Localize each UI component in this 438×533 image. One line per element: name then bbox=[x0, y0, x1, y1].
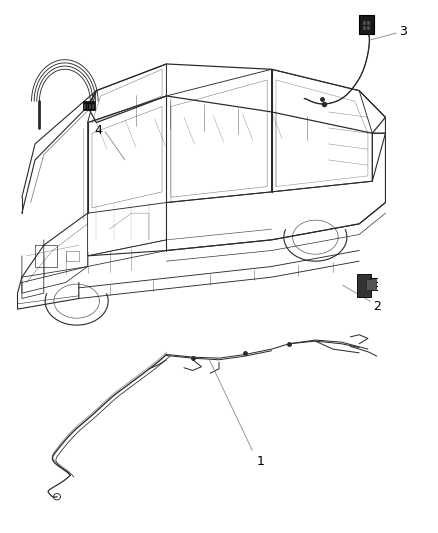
Bar bbox=[363, 26, 366, 30]
Bar bbox=[367, 26, 370, 30]
Bar bbox=[89, 104, 91, 109]
Bar bbox=[83, 101, 95, 110]
Text: 3: 3 bbox=[399, 26, 407, 38]
Bar bbox=[363, 21, 366, 25]
Bar bbox=[87, 104, 88, 109]
Text: 2: 2 bbox=[374, 300, 381, 313]
Text: 1: 1 bbox=[257, 455, 265, 467]
Text: 4: 4 bbox=[95, 124, 102, 137]
FancyBboxPatch shape bbox=[357, 274, 371, 297]
FancyBboxPatch shape bbox=[359, 15, 374, 34]
Bar bbox=[84, 104, 86, 109]
Bar bbox=[367, 21, 370, 25]
FancyBboxPatch shape bbox=[366, 279, 376, 290]
Bar bbox=[92, 104, 94, 109]
